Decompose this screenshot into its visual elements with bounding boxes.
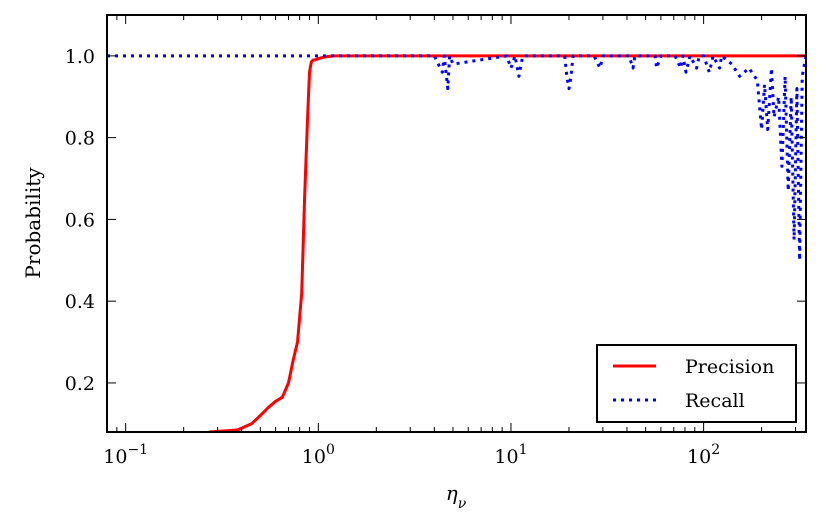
y-tick-label: 0.8 <box>65 128 95 150</box>
labels-layer: 10−1 100 101 102 0.2 0.4 0.6 0.8 1.0 <box>65 46 720 468</box>
y-tick-label: 1.0 <box>65 46 95 68</box>
legend-precision-label: Precision <box>685 356 774 378</box>
plot-frame <box>106 14 807 433</box>
legend: Precision Recall <box>596 344 797 423</box>
x-tick-label: 101 <box>494 442 527 468</box>
y-tick-label: 0.4 <box>65 291 95 313</box>
legend-box <box>596 344 797 423</box>
series-precision-line <box>208 54 806 432</box>
x-axis-label: ην <box>446 481 467 512</box>
x-tick-label: 102 <box>687 442 720 468</box>
y-axis-label: Probability <box>21 167 45 279</box>
y-tick-label: 0.2 <box>65 373 95 395</box>
y-tick-label: 0.6 <box>65 209 95 231</box>
legend-recall-label: Recall <box>685 390 745 412</box>
x-axis-label-subscript: ν <box>458 496 467 512</box>
series-layer <box>107 54 806 432</box>
x-axis-label-symbol: η <box>446 481 458 505</box>
x-tick-label: 10−1 <box>103 442 148 468</box>
ticks-layer <box>106 15 806 432</box>
series-recall-line <box>107 54 806 262</box>
x-tick-label: 100 <box>302 442 335 468</box>
